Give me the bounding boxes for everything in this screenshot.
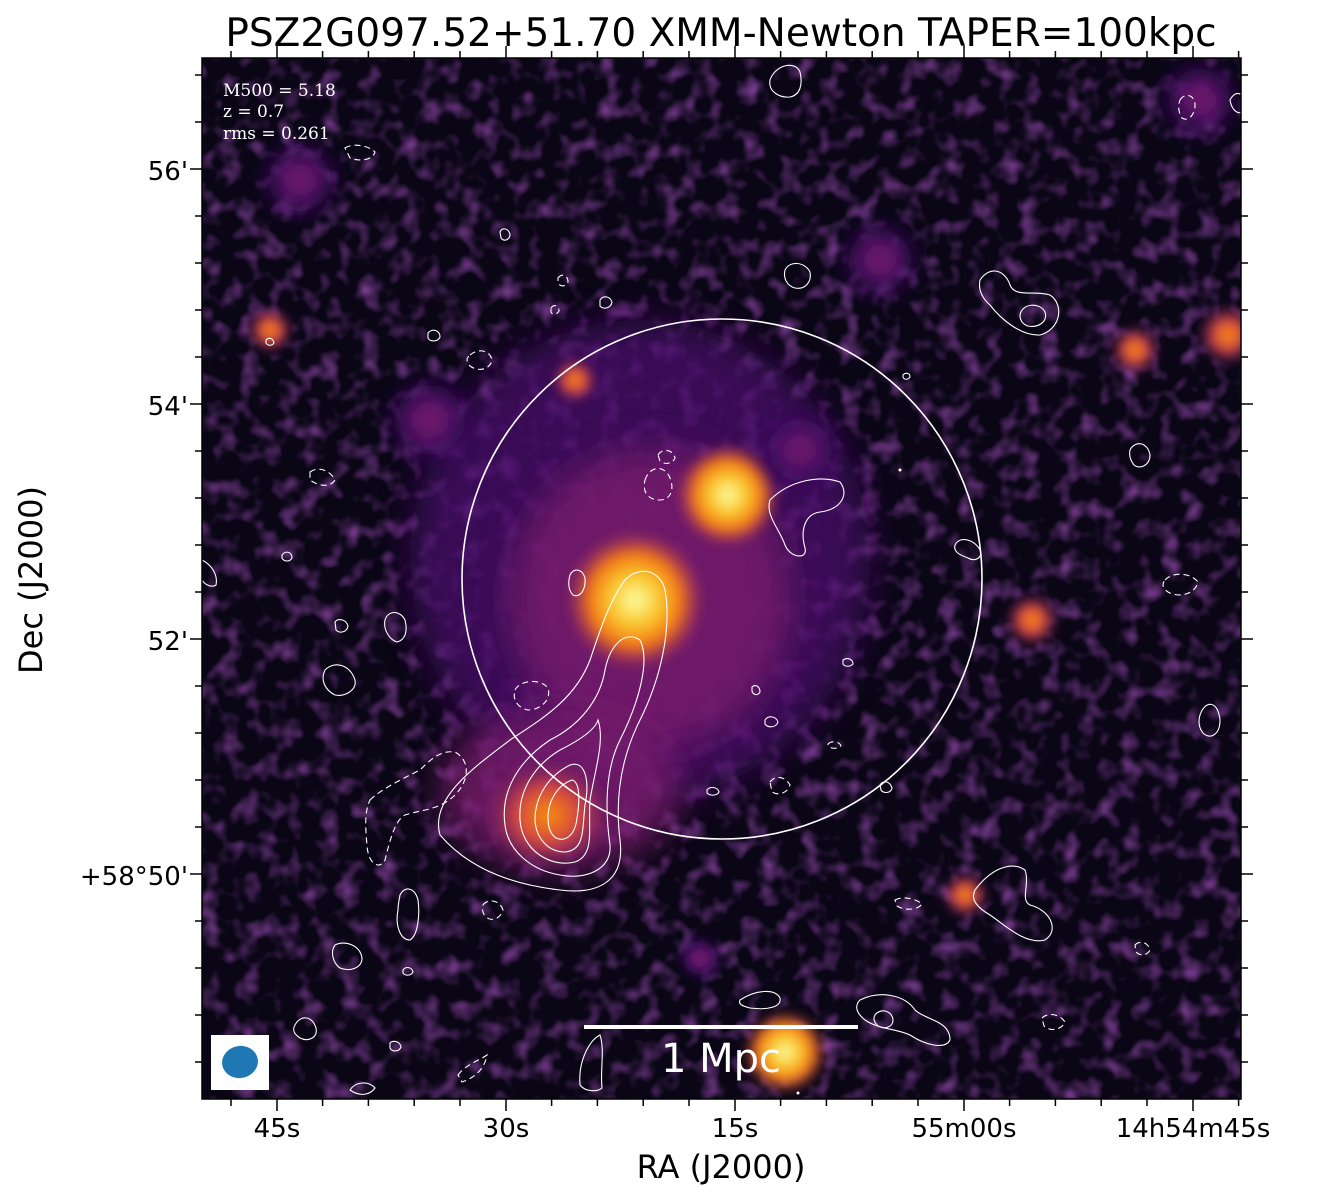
neg-contour-470 <box>457 1053 488 1083</box>
neg-contour-905 <box>894 897 923 910</box>
image-panel: M500 = 5.18 z = 0.7 rms = 0.261 1 Mpc <box>202 58 1241 1099</box>
neg-contour-555 <box>550 305 560 315</box>
contour-848 <box>842 658 854 667</box>
contour-784 <box>783 262 811 289</box>
contour-1240 <box>1229 92 1241 114</box>
marker-dot <box>898 468 902 472</box>
source-1032 <box>1004 592 1060 648</box>
contour-955 <box>954 539 982 561</box>
neg-contour-1190 <box>1178 94 1196 120</box>
contour-east-inner <box>1019 304 1047 327</box>
east-edge-source <box>1196 303 1241 367</box>
neg-contour-1180 <box>1162 573 1199 596</box>
neg-contour-1140 <box>1134 941 1151 956</box>
contour-relic-5 <box>547 779 580 840</box>
neg-contour-480 <box>466 350 493 370</box>
y-tick-label-56: 56' <box>148 157 188 187</box>
contour-bottom-right <box>856 994 951 1046</box>
contour-1208 <box>1198 703 1221 737</box>
contour-760b <box>764 716 779 728</box>
contour-288 <box>281 551 293 562</box>
contour-905 <box>902 372 911 380</box>
neg-contour-relic-west <box>365 751 467 866</box>
contour-205 <box>202 559 217 587</box>
figure-title: PSZ2G097.52+51.70 XMM-Newton TAPER=100kp… <box>225 11 1216 56</box>
glow-800 <box>760 410 840 490</box>
axis-ticks <box>190 46 1253 1111</box>
contour-435 <box>427 329 441 342</box>
neg-contour-660b <box>657 449 676 464</box>
contour-east-pair <box>978 270 1060 336</box>
neg-contour-832 <box>827 741 842 749</box>
m500-annotation: M500 = 5.18 <box>223 81 336 101</box>
contour-relic-1 <box>437 570 668 892</box>
radio-contours <box>202 64 1241 1095</box>
contour-712 <box>706 787 720 796</box>
contour-755 <box>751 685 761 696</box>
contour-408 <box>402 967 414 976</box>
y-tick-label-52: 52' <box>148 627 188 657</box>
y-tick-label-50: +58°50' <box>80 862 188 892</box>
x-tick-label-55m00s: 55m00s <box>911 1114 1016 1144</box>
contour-395 <box>389 1040 402 1052</box>
y-axis-label: Dec (J2000) <box>12 486 50 674</box>
source-270 <box>246 306 294 354</box>
contour-bottom <box>738 990 781 1010</box>
source-965 <box>941 871 989 919</box>
glow-1200 <box>1160 60 1240 140</box>
contour-575 <box>568 569 586 597</box>
redshift-annotation: z = 0.7 <box>223 102 284 122</box>
x-tick-label-14h54m45s: 14h54m45s <box>1116 1114 1271 1144</box>
neg-contour-320 <box>309 468 336 486</box>
neg-contour-520 <box>513 680 550 711</box>
plot-frame <box>201 57 1242 1100</box>
neg-contour-493 <box>481 900 504 920</box>
bottom-source <box>743 1010 827 1094</box>
contour-relic-4 <box>534 763 588 853</box>
source-700 <box>678 936 722 980</box>
contour-south-east <box>972 865 1053 942</box>
contour-605 <box>599 296 613 309</box>
neg-contour-780 <box>769 776 791 795</box>
contour-397 <box>384 611 407 643</box>
contour-405 <box>396 888 420 941</box>
marker-dot-2 <box>796 1091 800 1095</box>
contour-340 <box>334 619 349 633</box>
point-source-north <box>676 443 780 547</box>
glow-430 <box>385 375 475 465</box>
x-tick-label-45s: 45s <box>254 1114 301 1144</box>
scale-bar-label: 1 Mpc <box>661 1036 781 1082</box>
contour-northeast <box>768 478 845 557</box>
contour-top <box>769 64 802 98</box>
contour-270 <box>265 337 275 346</box>
contour-505 <box>499 228 511 241</box>
contour-1140 <box>1129 443 1151 468</box>
source-1135 <box>1109 324 1161 376</box>
glow-880 <box>840 220 920 300</box>
contour-335 <box>322 664 356 696</box>
glow-300 <box>260 140 340 220</box>
beam-ellipse <box>222 1045 258 1079</box>
contour-350 <box>331 942 363 971</box>
neg-contour-560 <box>557 274 569 287</box>
contour-305 <box>293 1017 317 1041</box>
x-tick-label-30s: 30s <box>483 1114 530 1144</box>
contour-relic-3 <box>519 718 601 864</box>
y-tick-label-54: 54' <box>148 392 188 422</box>
x-axis-label: RA (J2000) <box>637 1148 806 1186</box>
contour-885 <box>879 781 893 793</box>
rms-annotation: rms = 0.261 <box>223 124 330 144</box>
cluster-core-source <box>565 530 705 670</box>
neg-contour-360 <box>344 144 376 161</box>
source-575 <box>551 356 599 404</box>
contour-bottom-left <box>579 1034 603 1092</box>
contour-relic-2 <box>503 636 645 877</box>
negative-contours <box>309 94 1199 1083</box>
r500-circle <box>461 318 983 840</box>
x-tick-label-15s: 15s <box>712 1114 759 1144</box>
contour-360 <box>349 1082 376 1095</box>
contour-bottom-right-inner <box>873 1010 894 1029</box>
neg-contour-660 <box>643 467 673 501</box>
